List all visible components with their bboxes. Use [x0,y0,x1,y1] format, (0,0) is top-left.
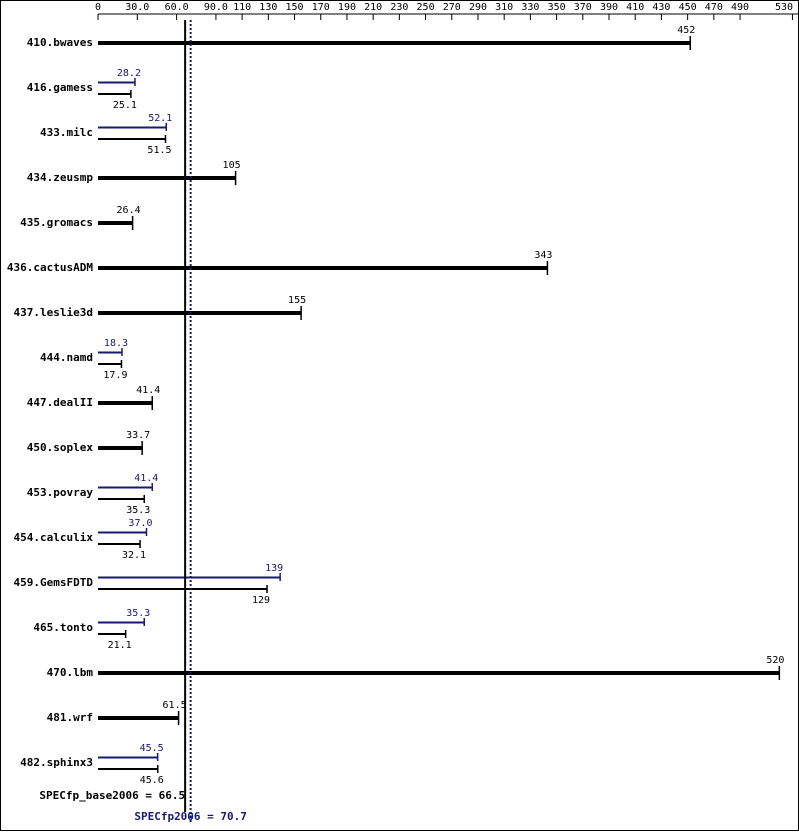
bar [98,266,548,270]
x-tick-label: 470 [705,2,723,13]
value-label: 452 [677,25,695,36]
value-label: 129 [252,595,270,606]
value-label: 61.5 [163,700,187,711]
category-label: 459.GemsFDTD [14,576,94,589]
x-tick-label: 110 [233,2,251,13]
x-tick-label: 190 [338,2,356,13]
category-label: 434.zeusmp [27,171,94,184]
bar [98,446,143,450]
bar [98,756,158,759]
value-label: 51.5 [147,145,171,156]
bar [98,633,126,635]
value-label: 32.1 [122,550,146,561]
x-tick-label: 530 [775,2,793,13]
x-tick-label: 450 [679,2,697,13]
bar [98,498,145,500]
bar [98,351,122,354]
value-label: 26.4 [117,205,141,216]
bar [98,93,131,95]
category-label: 416.gamess [27,81,93,94]
value-label: 52.1 [148,113,172,124]
value-label: 18.3 [104,338,128,349]
category-label: 435.gromacs [20,216,93,229]
bar [98,576,281,579]
bar [98,531,147,534]
x-tick-label: 290 [469,2,487,13]
value-label: 41.4 [134,473,158,484]
bar [98,486,153,489]
value-label: 35.3 [126,505,150,516]
bar [98,81,135,84]
category-label: 444.namd [40,351,93,364]
bar [98,126,167,129]
value-label: 139 [265,563,283,574]
category-label: 481.wrf [47,711,93,724]
bar [98,311,302,315]
x-tick-label: 310 [495,2,513,13]
category-label: 433.milc [40,126,93,139]
x-tick-label: 350 [548,2,566,13]
x-tick-label: 170 [312,2,330,13]
x-tick-label: 0 [95,2,101,13]
x-tick-label: 250 [417,2,435,13]
category-label: 465.tonto [33,621,93,634]
bar [98,543,141,545]
bar [98,176,236,180]
x-tick-label: 150 [286,2,304,13]
reference-label: SPECfp_base2006 = 66.5 [39,789,185,802]
value-label: 28.2 [117,68,141,79]
bar [98,588,268,590]
value-label: 33.7 [126,430,150,441]
bar [98,401,153,405]
value-label: 45.5 [140,743,164,754]
bar [98,41,691,45]
category-label: 436.cactusADM [7,261,93,274]
value-label: 37.0 [128,518,152,529]
value-label: 41.4 [136,385,160,396]
x-tick-label: 230 [390,2,408,13]
bar [98,716,179,720]
bar [98,138,166,140]
category-label: 470.lbm [47,666,94,679]
value-label: 35.3 [126,608,150,619]
x-tick-label: 210 [364,2,382,13]
x-tick-label: 90.0 [204,2,228,13]
bar [98,221,133,225]
category-label: 447.dealII [27,396,93,409]
value-label: 25.1 [113,100,137,111]
x-tick-label: 410 [626,2,644,13]
value-label: 45.6 [140,775,164,786]
value-label: 21.1 [108,640,132,651]
x-tick-label: 370 [574,2,592,13]
x-tick-label: 130 [259,2,277,13]
x-tick-label: 430 [652,2,670,13]
bar [98,363,122,365]
bar [98,621,145,624]
value-label: 105 [223,160,241,171]
category-label: 482.sphinx3 [20,756,93,769]
category-label: 453.povray [27,486,94,499]
x-tick-label: 490 [731,2,749,13]
x-tick-label: 60.0 [165,2,189,13]
bar [98,671,780,675]
value-label: 17.9 [103,370,127,381]
category-label: 437.leslie3d [14,306,93,319]
value-label: 343 [534,250,552,261]
value-label: 520 [766,655,784,666]
value-label: 155 [288,295,306,306]
x-tick-label: 270 [443,2,461,13]
x-tick-label: 330 [521,2,539,13]
category-label: 450.soplex [27,441,94,454]
category-label: 410.bwaves [27,36,93,49]
reference-label: SPECfp2006 = 70.7 [134,810,247,823]
x-tick-label: 390 [600,2,618,13]
x-tick-label: 30.0 [125,2,149,13]
category-label: 454.calculix [14,531,94,544]
bar [98,768,158,770]
